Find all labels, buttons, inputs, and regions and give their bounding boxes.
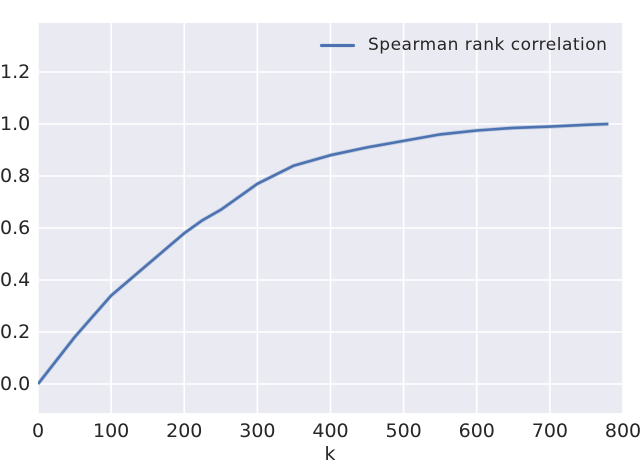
y-tick-label: 0.8 [0,165,31,187]
series-line-halo [38,121,609,386]
y-tick-label: 0.4 [0,269,31,291]
chart-canvas [38,23,623,413]
y-tick-label: 0.0 [0,373,31,395]
x-tick-label: 600 [458,420,495,442]
x-tick-label: 0 [31,420,45,442]
x-tick-label: 200 [166,420,203,442]
plot-area: Spearman rank correlation [38,23,623,413]
x-tick-label: 500 [385,420,422,442]
legend-label: Spearman rank correlation [368,35,608,55]
legend-line-swatch-icon [320,43,355,47]
y-tick-label: 1.2 [0,61,31,83]
x-tick-label: 300 [239,420,276,442]
y-tick-label: 0.6 [0,217,31,239]
legend: Spearman rank correlation [320,35,607,55]
series-line [38,121,609,386]
x-tick-label: 800 [604,420,640,442]
x-tick-label: 400 [312,420,349,442]
series-line-spearman-rank-correlation [38,122,609,385]
x-tick-label: 100 [92,420,130,442]
grid-lines [38,23,623,413]
y-tick-label: 0.2 [0,321,31,343]
y-tick-label: 1.0 [0,113,31,135]
x-tick-label: 700 [531,420,569,442]
x-axis-label: k [324,443,336,465]
